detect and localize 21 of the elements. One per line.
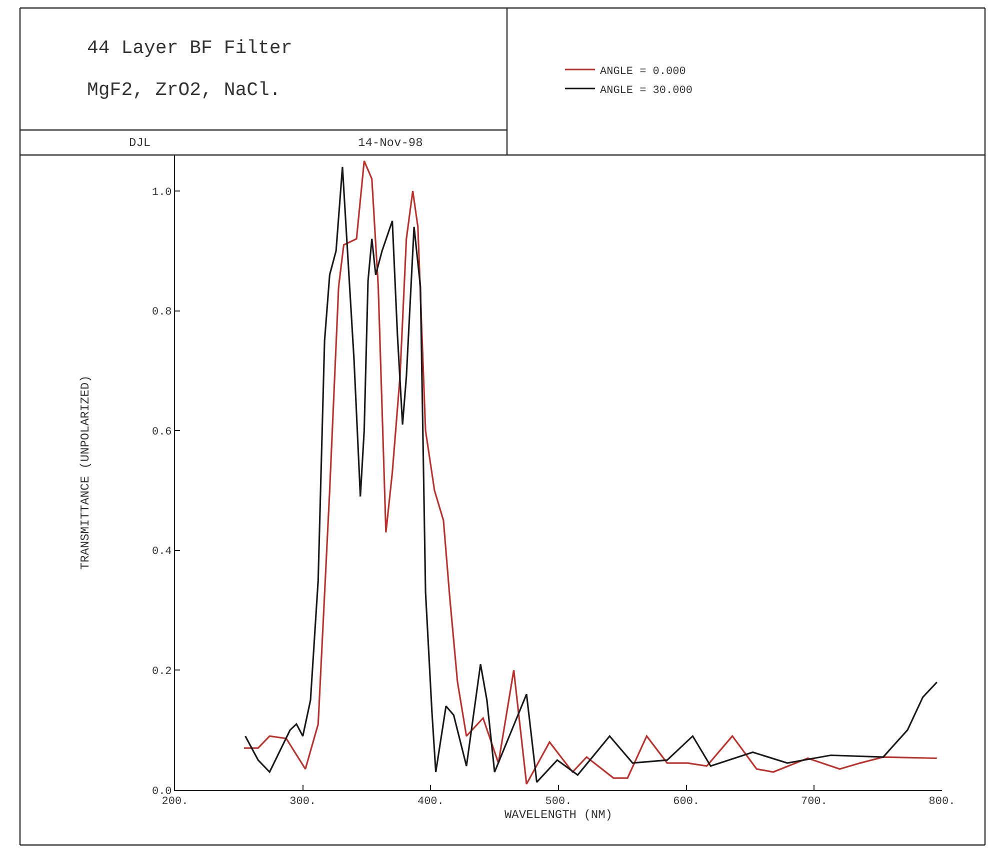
x-tick-label: 500. — [545, 796, 572, 808]
chart-subtitle: MgF2, ZrO2, NaCl. — [87, 79, 281, 101]
y-tick-label: 0.0 — [152, 786, 172, 798]
y-tick-label: 0.4 — [152, 546, 172, 558]
x-tick-label: 700. — [800, 796, 828, 808]
legend-label: ANGLE = 0.000 — [600, 66, 686, 78]
x-tick-label: 600. — [673, 796, 700, 808]
x-tick-label: 800. — [928, 796, 956, 808]
text: DJL — [129, 136, 151, 150]
y-tick-label: 0.8 — [152, 306, 172, 319]
legend-label: ANGLE = 30.000 — [600, 84, 692, 97]
x-tick-label: 300. — [290, 796, 316, 808]
y-tick-label: 0.6 — [152, 426, 172, 438]
x-axis-title: WAVELENGTH (NM) — [504, 808, 613, 822]
x-tick-label: 400. — [417, 796, 444, 808]
text: 14-Nov-98 — [358, 136, 423, 150]
x-tick-label: 200. — [162, 796, 188, 808]
chart-title: 44 Layer BF Filter — [87, 37, 292, 59]
y-axis-title: TRANSMITTANCE (UNPOLARIZED) — [78, 375, 92, 570]
y-tick-label: 0.2 — [152, 666, 172, 678]
y-tick-label: 1.0 — [152, 186, 172, 199]
